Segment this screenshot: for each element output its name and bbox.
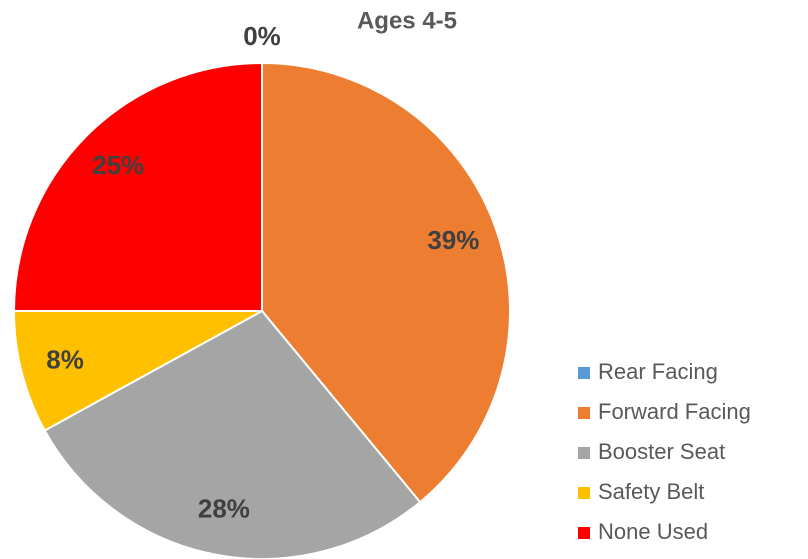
- data-label: 28%: [198, 494, 250, 524]
- legend-label: None Used: [598, 519, 708, 544]
- pie-slice: [261, 61, 511, 504]
- legend-swatch: [578, 447, 590, 459]
- data-label: 39%: [427, 225, 479, 255]
- pie-slice: [12, 310, 263, 432]
- pie-slice: [43, 309, 422, 559]
- legend-label: Safety Belt: [598, 479, 704, 504]
- data-label: 0%: [243, 21, 281, 51]
- data-label: 8%: [46, 344, 84, 374]
- legend-swatch: [578, 367, 590, 379]
- data-label: 25%: [92, 150, 144, 180]
- chart-title: Ages 4-5: [357, 7, 457, 34]
- legend-label: Forward Facing: [598, 399, 751, 424]
- legend-swatch: [578, 527, 590, 539]
- legend-label: Rear Facing: [598, 359, 718, 384]
- legend-swatch: [578, 487, 590, 499]
- legend-label: Booster Seat: [598, 439, 725, 464]
- legend-swatch: [578, 407, 590, 419]
- pie-slice: [12, 61, 263, 312]
